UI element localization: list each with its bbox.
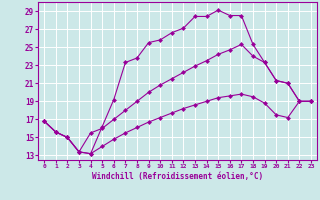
X-axis label: Windchill (Refroidissement éolien,°C): Windchill (Refroidissement éolien,°C): [92, 172, 263, 181]
